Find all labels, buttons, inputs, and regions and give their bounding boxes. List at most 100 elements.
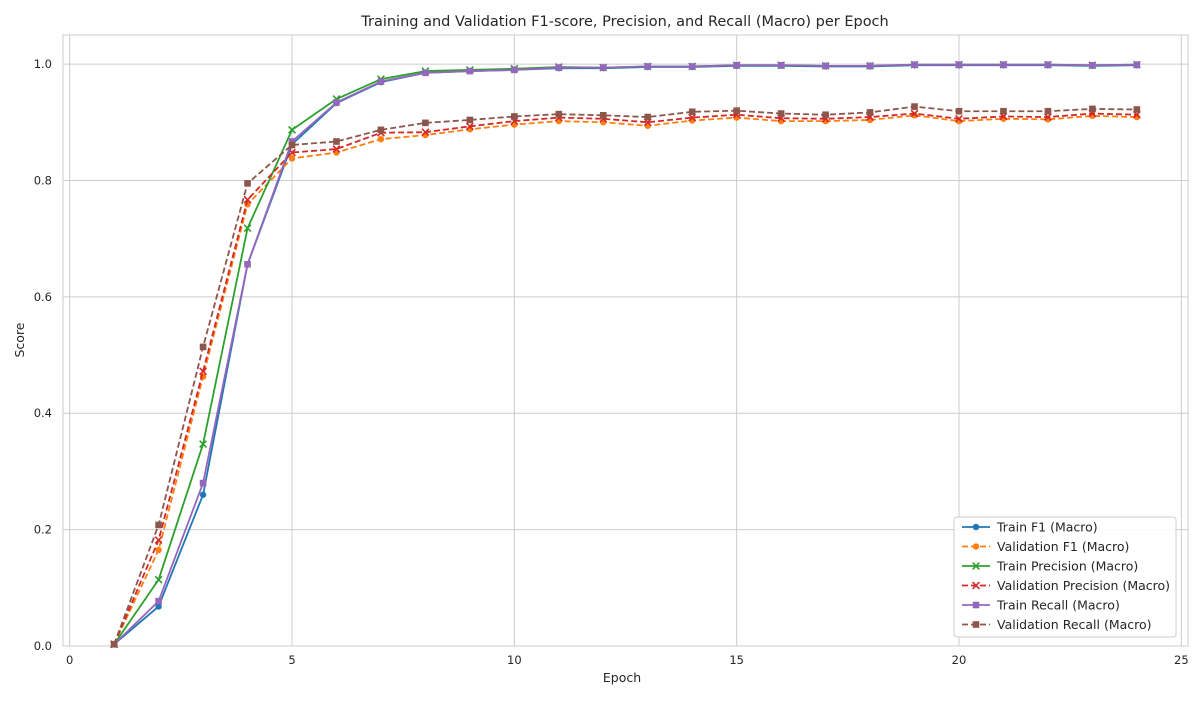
x-tick-label: 15 [729,653,744,667]
data-point-train-recall-macro [555,64,563,71]
data-point-validation-precision-macro [1043,113,1052,122]
data-point-validation-recall-macro [244,180,251,187]
data-point-validation-recall-macro [155,521,162,529]
legend-item-validation-recall-macro: Validation Recall (Macro) [962,617,1152,632]
data-point-validation-f1-macro [377,135,385,143]
data-point-validation-precision-macro [332,145,341,154]
y-tick-label: 0.0 [34,639,52,653]
series-train-recall-macro [110,61,1141,648]
data-point-train-recall-macro [644,63,652,70]
y-tick-label: 0.2 [34,523,52,537]
data-point-train-f1-macro [199,491,207,498]
data-point-train-recall-macro [333,99,340,106]
data-point-validation-recall-macro [288,141,296,149]
data-point-train-recall-macro [955,61,963,68]
y-tick-label: 0.4 [34,406,52,420]
data-point-train-recall-macro [422,69,429,77]
legend-swatch-marker [972,581,980,590]
data-point-validation-recall-macro [1000,107,1007,115]
data-point-train-f1-macro [155,603,162,610]
data-point-validation-recall-macro [777,110,785,117]
data-point-train-precision-macro [288,125,296,134]
series-line-validation-f1-macro [113,114,1137,645]
legend-swatch-marker [972,621,980,628]
legend-label: Train F1 (Macro) [996,520,1098,535]
legend: Train F1 (Macro) Validation F1 (Macro) Tra… [953,516,1177,638]
data-point-train-recall-macro [822,62,829,70]
legend-swatch-marker [972,523,980,531]
data-point-train-recall-macro [1044,61,1052,68]
data-point-validation-precision-macro [243,195,252,204]
legend-item-validation-precision-macro: Validation Precision (Macro) [962,578,1170,593]
y-tick-label: 0.8 [34,173,52,187]
legend-item-train-precision-macro: Train Precision (Macro) [962,559,1138,574]
data-point-validation-precision-macro [688,113,697,122]
series-line-validation-precision-macro [113,112,1137,645]
data-point-validation-f1-macro [288,155,296,162]
data-point-validation-precision-macro [421,128,430,137]
y-tick-label: 0.6 [34,290,52,304]
data-point-train-recall-macro [911,61,918,68]
x-tick-label: 25 [1174,653,1189,667]
data-point-validation-recall-macro [822,111,829,119]
data-point-validation-recall-macro [110,640,118,648]
data-point-validation-recall-macro [377,126,385,134]
data-point-train-recall-macro [155,597,162,605]
data-point-validation-recall-macro [333,138,340,145]
data-point-validation-recall-macro [466,116,474,124]
data-point-validation-recall-macro [555,110,563,118]
data-point-validation-recall-macro [1044,107,1052,115]
data-point-train-recall-macro [288,138,296,145]
tick-labels: 0 5 10 15 20 25 0.0 0.2 0.4 0.6 0.8 1.0 [34,57,1189,667]
legend-item-train-f1-macro: Train F1 (Macro) [962,520,1098,535]
data-point-train-recall-macro [866,62,874,70]
legend-label: Train Recall (Macro) [996,598,1120,613]
x-tick-label: 5 [288,653,295,667]
data-point-validation-recall-macro [644,113,652,121]
data-point-train-precision-macro [154,575,163,584]
data-point-validation-recall-macro [199,343,207,351]
x-tick-label: 20 [952,653,967,667]
data-point-validation-recall-macro [1133,106,1141,113]
data-point-train-precision-macro [243,224,252,233]
legend-swatch-marker [972,601,980,609]
data-point-validation-recall-macro [599,112,607,119]
legend-label: Train Precision (Macro) [996,559,1138,574]
data-point-validation-precision-macro [910,109,919,118]
x-axis-title: Epoch [603,670,641,685]
data-point-validation-recall-macro [422,119,429,127]
data-point-train-precision-macro [199,440,208,449]
data-point-validation-recall-macro [688,108,696,116]
data-point-train-recall-macro [1133,61,1141,68]
y-axis-title: Score [12,322,27,357]
legend-item-train-recall-macro: Train Recall (Macro) [962,598,1120,613]
data-point-validation-precision-macro [154,536,163,545]
data-point-validation-precision-macro [465,122,474,131]
series-line-train-recall-macro [113,63,1137,645]
data-point-validation-recall-macro [955,107,963,115]
x-tick-label: 0 [66,653,73,667]
series-validation-recall-macro [110,103,1141,648]
legend-label: Validation Precision (Macro) [997,578,1170,593]
data-point-train-recall-macro [599,64,607,71]
data-point-train-recall-macro [1089,61,1096,69]
legend-frame [953,516,1177,638]
x-tick-label: 10 [507,653,522,667]
data-point-train-recall-macro [377,78,385,85]
legend-swatch-marker [972,543,980,550]
legend-label: Validation F1 (Macro) [997,539,1129,554]
data-point-validation-precision-macro [199,367,208,376]
data-point-train-recall-macro [688,63,696,70]
legend-item-validation-f1-macro: Validation F1 (Macro) [962,539,1129,554]
data-point-validation-precision-macro [955,114,963,123]
data-point-validation-recall-macro [511,113,518,120]
data-point-train-recall-macro [199,479,207,487]
y-tick-label: 1.0 [34,57,52,71]
chart-title: Training and Validation F1-score, Precis… [360,14,888,30]
legend-swatch-marker [972,562,980,570]
data-point-train-recall-macro [733,61,740,69]
data-point-train-recall-macro [1000,61,1007,68]
legend-label: Validation Recall (Macro) [997,617,1152,632]
data-point-validation-recall-macro [911,103,918,110]
